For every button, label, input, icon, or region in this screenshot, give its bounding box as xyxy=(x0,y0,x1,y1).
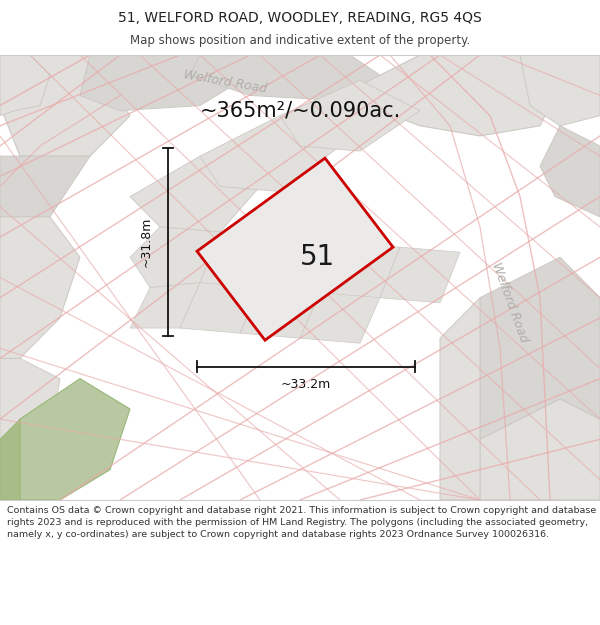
Text: ~365m²/~0.090ac.: ~365m²/~0.090ac. xyxy=(199,101,401,121)
Polygon shape xyxy=(480,258,600,439)
Polygon shape xyxy=(200,232,280,298)
Text: 51, WELFORD ROAD, WOODLEY, READING, RG5 4QS: 51, WELFORD ROAD, WOODLEY, READING, RG5 … xyxy=(118,11,482,25)
Polygon shape xyxy=(520,55,600,126)
Polygon shape xyxy=(130,282,200,328)
Text: Welford Road: Welford Road xyxy=(490,261,530,344)
Polygon shape xyxy=(80,55,250,111)
Polygon shape xyxy=(0,419,20,500)
Polygon shape xyxy=(0,217,80,358)
Text: 51: 51 xyxy=(299,243,335,271)
Polygon shape xyxy=(130,156,260,232)
Polygon shape xyxy=(190,55,380,101)
Text: Contains OS data © Crown copyright and database right 2021. This information is : Contains OS data © Crown copyright and d… xyxy=(7,506,596,539)
Polygon shape xyxy=(20,379,130,500)
Polygon shape xyxy=(480,399,600,500)
Polygon shape xyxy=(0,156,90,217)
Text: Welford Road: Welford Road xyxy=(182,69,268,96)
Polygon shape xyxy=(0,358,60,500)
Text: ~31.8m: ~31.8m xyxy=(139,217,152,268)
Polygon shape xyxy=(540,126,600,217)
Polygon shape xyxy=(130,227,220,288)
Polygon shape xyxy=(380,247,460,302)
Polygon shape xyxy=(180,282,260,333)
Polygon shape xyxy=(240,288,320,338)
Polygon shape xyxy=(300,292,380,343)
Polygon shape xyxy=(260,237,340,298)
Polygon shape xyxy=(280,80,420,151)
Text: ~33.2m: ~33.2m xyxy=(281,378,331,391)
Polygon shape xyxy=(0,55,130,156)
Polygon shape xyxy=(320,242,400,302)
Polygon shape xyxy=(340,55,560,136)
Text: Map shows position and indicative extent of the property.: Map shows position and indicative extent… xyxy=(130,34,470,47)
Polygon shape xyxy=(197,158,393,340)
Polygon shape xyxy=(440,298,480,500)
Polygon shape xyxy=(200,116,340,191)
Polygon shape xyxy=(0,55,50,116)
